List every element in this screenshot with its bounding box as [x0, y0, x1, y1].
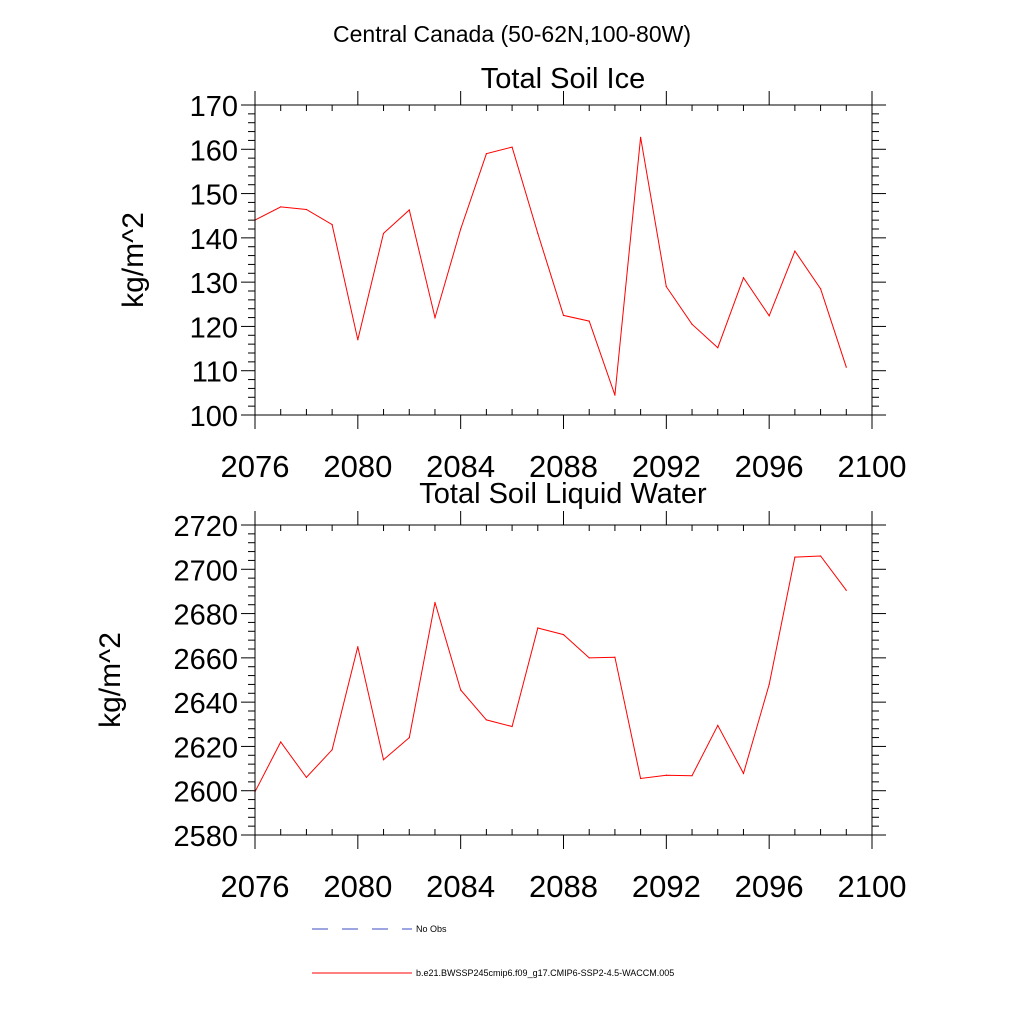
- soil-ice-series-line: [254, 137, 847, 396]
- soil-ice-x-tick-label: 2080: [323, 449, 392, 484]
- soil-ice-data-point: [331, 223, 333, 226]
- soil-liquid-water-data-point: [511, 725, 513, 728]
- soil-ice-y-tick-label: 140: [190, 224, 238, 256]
- soil-ice-x-tick-label: 2092: [632, 449, 701, 484]
- soil-ice-data-point: [408, 209, 410, 211]
- soil-ice-data-point: [382, 232, 385, 235]
- soil-ice-data-point: [614, 394, 616, 396]
- soil-ice-y-tick-label: 130: [190, 268, 238, 300]
- soil-liquid-water-data-point: [665, 774, 667, 776]
- soil-liquid-water-data-point: [691, 775, 693, 777]
- soil-liquid-water-data-point: [640, 777, 642, 780]
- soil-ice-y-tick-label: 110: [192, 357, 238, 389]
- soil-ice-data-point: [691, 323, 693, 325]
- soil-liquid-water-data-point: [460, 689, 462, 691]
- soil-ice-data-point: [794, 250, 796, 252]
- soil-liquid-water-data-point: [280, 741, 282, 743]
- soil-ice-frame: [254, 104, 873, 416]
- soil-liquid-water-data-point: [768, 683, 770, 686]
- soil-liquid-water-data-point: [408, 736, 410, 739]
- soil-ice-x-tick-label: 2088: [529, 449, 598, 484]
- soil-ice-plot-area: 2076 2080 2084 2088 2092 2096 2100 100 110 120 130…: [190, 91, 907, 484]
- soil-liquid-water-data-point: [537, 627, 539, 629]
- soil-liquid-water-data-point: [794, 556, 796, 558]
- soil-ice-x-tick-label: 2100: [838, 449, 907, 484]
- soil-liquid-water-data-point: [819, 555, 822, 557]
- soil-liquid-water-x-tick-label: 2080: [323, 869, 392, 904]
- soil-liquid-water-x-tick-label: 2100: [838, 869, 907, 904]
- soil-ice-x-tick-label: 2084: [426, 449, 495, 484]
- soil-liquid-water-y-tick-label: 2600: [173, 777, 238, 809]
- soil-ice-y-tick-label: 150: [190, 180, 238, 212]
- legend-no-obs-label: No Obs: [416, 924, 447, 934]
- legend: No Obs b.e21.BWSSP245cmip6.f09_g17.CMIP6…: [312, 924, 674, 978]
- soil-ice-data-point: [434, 316, 436, 319]
- soil-ice-data-point: [357, 339, 359, 341]
- soil-liquid-water-ylabel: kg/m^2: [94, 632, 127, 728]
- soil-ice-data-point: [562, 314, 565, 316]
- soil-ice-data-point: [305, 208, 308, 211]
- soil-ice-data-point: [768, 315, 770, 317]
- soil-ice-data-point: [460, 228, 462, 230]
- soil-liquid-water-frame: [254, 524, 873, 836]
- soil-liquid-water-x-tick-label: 2088: [529, 869, 598, 904]
- soil-ice-x-tick-label: 2076: [221, 449, 290, 484]
- legend-model-label: b.e21.BWSSP245cmip6.f09_g17.CMIP6-SSP2-4…: [416, 968, 674, 978]
- soil-liquid-water-y-tick-label: 2640: [173, 688, 238, 720]
- soil-liquid-water-data-point: [742, 772, 745, 775]
- soil-liquid-water-y-tick-label: 2660: [173, 644, 238, 676]
- soil-ice-data-point: [588, 320, 590, 322]
- soil-ice-data-point: [845, 366, 847, 368]
- soil-liquid-water-y-tick-label: 2720: [173, 511, 238, 543]
- soil-liquid-water-y-tick-label: 2620: [173, 732, 238, 764]
- soil-liquid-water-x-tick-label: 2096: [735, 869, 804, 904]
- soil-liquid-water-y-tick-label: 2680: [173, 600, 238, 632]
- soil-ice-y-tick-label: 170: [190, 91, 238, 123]
- soil-ice-data-point: [537, 232, 539, 235]
- soil-liquid-water-plot-area: 2076 2080 2084 2088 2092 2096 2100 2580 2600 2620…: [173, 511, 906, 904]
- soil-ice-panel: Total Soil Ice kg/m^2 2076 2080 2084 2088 20…: [117, 63, 906, 484]
- soil-liquid-water-data-point: [382, 759, 385, 761]
- soil-ice-y-tick-label: 160: [190, 135, 238, 167]
- soil-ice-data-point: [819, 288, 822, 290]
- soil-liquid-water-y-tick-label: 2580: [173, 821, 238, 853]
- soil-liquid-water-x-tick-label: 2092: [632, 869, 701, 904]
- soil-ice-data-point: [742, 277, 745, 279]
- soil-liquid-water-data-point: [305, 776, 308, 779]
- soil-ice-data-point: [717, 347, 719, 349]
- soil-liquid-water-x-tick-label: 2084: [426, 869, 495, 904]
- soil-ice-data-point: [511, 146, 513, 148]
- soil-liquid-water-panel: Total Soil Liquid Water kg/m^2 2076 2080 2…: [94, 478, 906, 904]
- soil-ice-data-point: [280, 206, 282, 208]
- soil-ice-title: Total Soil Ice: [481, 63, 645, 95]
- soil-liquid-water-series-line: [254, 555, 847, 793]
- soil-ice-data-point: [485, 153, 487, 155]
- soil-liquid-water-data-point: [588, 657, 590, 659]
- soil-ice-data-point: [665, 285, 667, 288]
- soil-ice-y-tick-label: 100: [190, 401, 238, 433]
- soil-liquid-water-data-point: [485, 719, 487, 721]
- soil-liquid-water-title: Total Soil Liquid Water: [419, 478, 707, 510]
- figure-suptitle: Central Canada (50-62N,100-80W): [333, 21, 691, 47]
- soil-liquid-water-data-point: [357, 646, 359, 648]
- soil-ice-y-tick-label: 120: [190, 312, 238, 344]
- soil-liquid-water-x-tick-label: 2076: [221, 869, 290, 904]
- soil-liquid-water-data-point: [562, 634, 565, 636]
- soil-ice-data-point: [640, 136, 642, 138]
- soil-liquid-water-data-point: [434, 601, 436, 604]
- soil-liquid-water-data-point: [614, 656, 616, 658]
- soil-liquid-water-data-point: [331, 749, 333, 751]
- soil-ice-ylabel: kg/m^2: [117, 212, 150, 308]
- soil-liquid-water-data-point: [717, 724, 719, 726]
- soil-liquid-water-y-tick-label: 2700: [173, 555, 238, 587]
- soil-ice-x-tick-label: 2096: [735, 449, 804, 484]
- soil-liquid-water-data-point: [845, 589, 847, 591]
